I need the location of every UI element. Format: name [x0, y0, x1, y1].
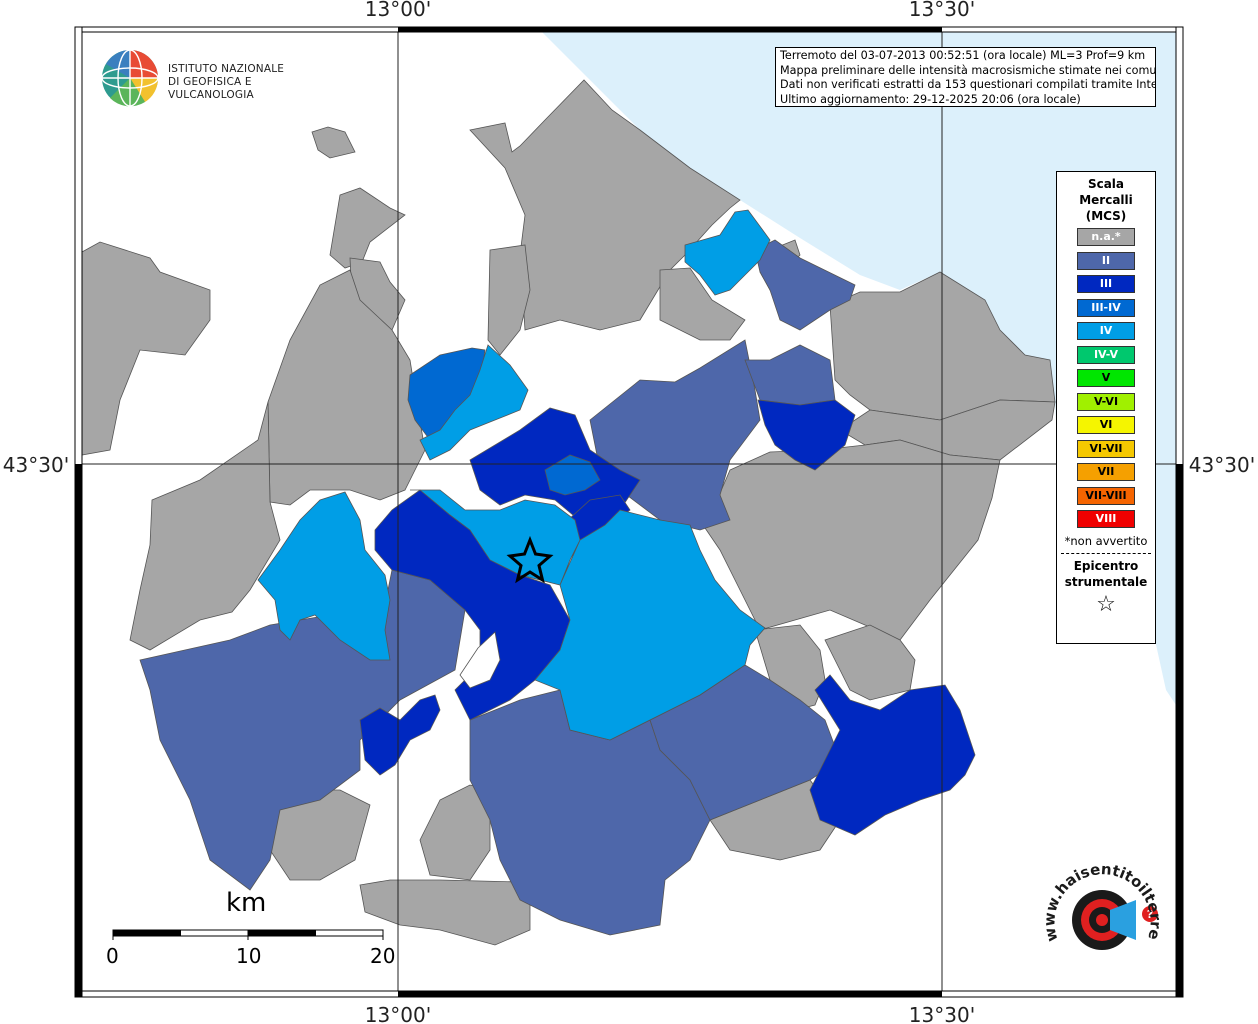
legend-swatch-iv: IV [1077, 322, 1135, 340]
map-frame [74, 26, 1184, 998]
info-line-4: Ultimo aggiornamento: 29-12-2025 20:06 (… [780, 92, 1081, 106]
legend-star-icon: ☆ [1096, 591, 1116, 617]
ingv-name-line-2: DI GEOFISICA E VULCANOLOGIA [168, 76, 254, 101]
legend-title-line-3: (MCS) [1085, 209, 1127, 223]
legend-swatch-vii-viii: VII-VIII [1077, 486, 1135, 505]
scale-tick-0: 0 [106, 944, 119, 968]
legend-swatch-ii: II [1077, 251, 1135, 270]
ingv-logo: ISTITUTO NAZIONALE DI GEOFISICA E VULCAN… [100, 48, 340, 110]
legend-swatch-iii: III [1077, 275, 1135, 293]
scale-unit: km [226, 888, 267, 918]
legend-swatch-vi-vii: VI-VII [1077, 439, 1135, 458]
svg-text:?: ? [1147, 908, 1153, 921]
legend-items: n.a.* II III III-IV IV IV-V V V-VI VI VI-VII VII VI… [1057, 228, 1155, 528]
earthquake-info-box: Terremoto del 03-07-2013 00:52:51 (ora l… [775, 47, 1156, 107]
legend-swatch-n-a: n.a.* [1077, 228, 1135, 246]
lon-label-bottom-2: 13°30' [909, 1003, 975, 1024]
scale-bar [112, 929, 384, 940]
municipalities-no-data [459, 631, 501, 689]
legend-title: Scala Mercalli (MCS) [1057, 172, 1155, 224]
lon-label-top-2: 13°30' [909, 0, 975, 21]
legend-separator [1061, 552, 1151, 554]
municipalities-intensity-III-IV [407, 347, 601, 496]
target-icon: ? www.haisentitoilterremoto.it [1032, 844, 1165, 950]
sea-area [540, 30, 1176, 705]
info-line-3: Dati non verificati estratti da 153 ques… [780, 78, 1156, 91]
legend-title-line-1: Scala [1087, 177, 1125, 191]
info-line-1: Terremoto del 03-07-2013 00:52:51 (ora l… [780, 49, 1146, 62]
legend-swatch-v-vi: V-VI [1077, 392, 1135, 411]
scale-tick-20: 20 [370, 944, 396, 968]
legend-swatch-vi: VI [1077, 416, 1135, 434]
legend-swatch-viii: VIII [1077, 510, 1135, 528]
legend-title-line-2: Mercalli [1079, 193, 1133, 207]
info-line-2: Mappa preliminare delle intensità macros… [780, 63, 1156, 77]
haisentito-logo: ? www.haisentitoilterremoto.it [1032, 844, 1170, 978]
lat-label-left: 43°30' [3, 453, 69, 477]
legend-note: *non avvertito [1064, 533, 1148, 548]
municipalities-not-felt [81, 79, 1056, 946]
municipalities-intensity-IV [257, 209, 771, 741]
municipalities-intensity-III [359, 399, 976, 836]
legend-epicenter-label: Epicentro strumentale [1057, 558, 1155, 590]
mcs-legend: Scala Mercalli (MCS) n.a.* II III III-IV IV I… [1056, 171, 1156, 644]
globe-icon [101, 49, 159, 107]
ingv-name: ISTITUTO NAZIONALE DI GEOFISICA E VULCAN… [168, 63, 340, 102]
epicenter-star-icon [506, 535, 554, 584]
scale-tick-10: 10 [236, 944, 262, 968]
legend-swatch-iv-v: IV-V [1077, 345, 1135, 364]
lat-label-right: 43°30' [1189, 453, 1255, 477]
lon-label-bottom-1: 13°00' [365, 1003, 431, 1024]
ingv-name-line-1: ISTITUTO NAZIONALE [168, 63, 285, 75]
graticule [75, 30, 1183, 993]
lon-label-top-1: 13°00' [365, 0, 431, 21]
legend-swatch-iii-iv: III-IV [1077, 298, 1135, 317]
legend-epicenter-line-2: strumentale [1064, 574, 1148, 589]
legend-epicenter-line-1: Epicentro [1073, 558, 1139, 573]
legend-swatch-v: V [1077, 369, 1135, 387]
legend-swatch-vii: VII [1077, 463, 1135, 481]
